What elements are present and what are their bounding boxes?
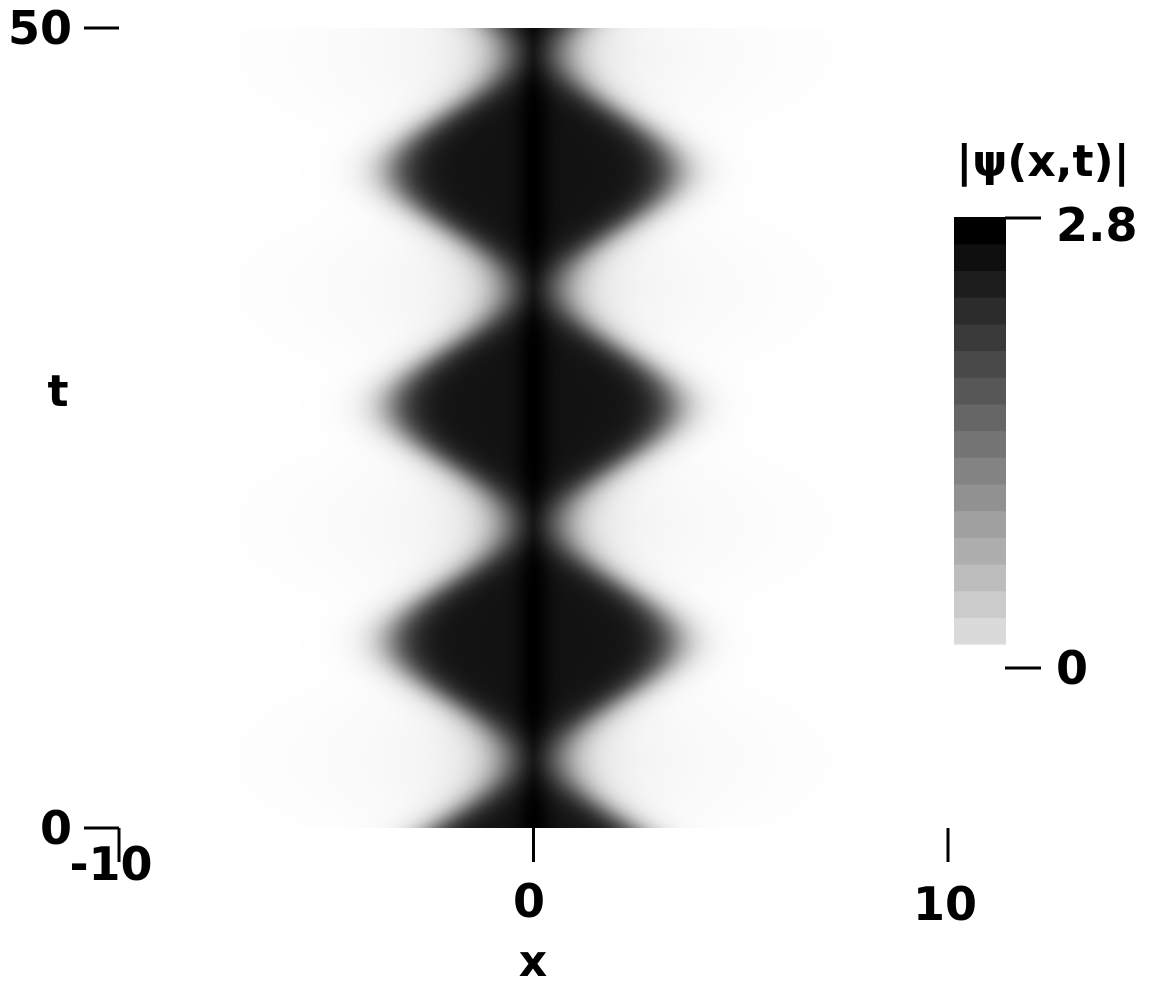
x-tick-label: 0	[513, 874, 545, 928]
colorbar-swatch	[954, 563, 1006, 592]
x-axis-label: x	[519, 936, 547, 986]
colorbar-swatch	[954, 430, 1006, 458]
colorbar-swatch	[954, 270, 1006, 298]
colorbar-swatch	[954, 323, 1006, 352]
colorbar-swatch	[954, 510, 1006, 538]
colorbar-swatch	[954, 537, 1006, 565]
y-tick-label: 0	[40, 801, 72, 855]
colorbar-swatch	[954, 217, 1006, 245]
colorbar-swatches	[954, 217, 1006, 645]
colorbar: |ψ(x,t)| 2.8 0	[954, 136, 1138, 695]
colorbar-swatch	[954, 457, 1006, 485]
colorbar-title: |ψ(x,t)|	[956, 136, 1129, 187]
colorbar-swatch	[954, 297, 1006, 325]
colorbar-swatch	[954, 617, 1006, 645]
y-axis: 0 50	[8, 1, 119, 855]
colorbar-swatch	[954, 590, 1006, 618]
colorbar-max-label: 2.8	[1056, 198, 1138, 252]
x-tick-label: -10	[69, 837, 152, 891]
y-tick-label: 50	[8, 1, 72, 55]
x-axis: -10 0 10	[69, 828, 977, 931]
colorbar-swatch	[954, 483, 1006, 512]
x-tick-label: 10	[913, 877, 977, 931]
colorbar-swatch	[954, 350, 1006, 378]
y-axis-label: t	[47, 366, 68, 417]
heatmap-image	[119, 28, 948, 828]
colorbar-swatch	[954, 377, 1006, 405]
heatmap-image-area	[119, 28, 948, 828]
colorbar-swatch	[954, 243, 1006, 271]
colorbar-swatch	[954, 403, 1006, 432]
colorbar-min-label: 0	[1056, 641, 1088, 695]
